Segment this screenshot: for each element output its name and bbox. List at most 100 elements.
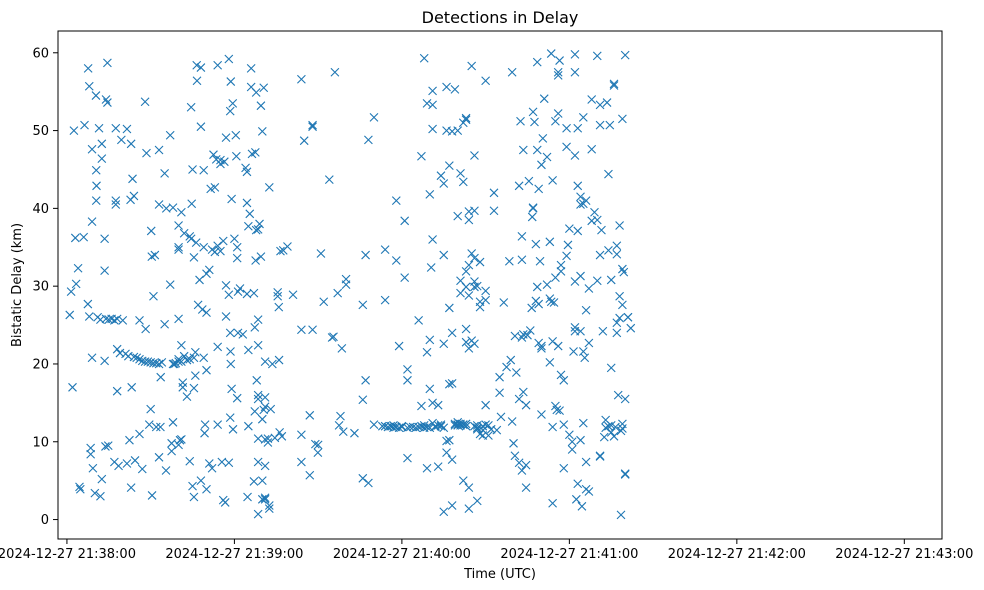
data-point <box>584 338 594 348</box>
data-point <box>101 95 111 104</box>
data-point <box>422 463 432 473</box>
data-point <box>578 112 588 122</box>
data-point <box>592 51 602 61</box>
data-point <box>559 420 569 430</box>
data-point <box>470 206 479 216</box>
data-point <box>439 179 449 188</box>
data-point <box>599 432 609 442</box>
data-point <box>573 123 583 133</box>
data-point <box>425 384 435 394</box>
data-point <box>464 344 474 353</box>
data-point <box>308 120 317 130</box>
data-point <box>553 341 563 351</box>
data-point <box>204 265 214 275</box>
data-point <box>464 291 474 300</box>
data-point <box>576 271 585 281</box>
data-point <box>308 325 317 335</box>
data-point <box>605 120 615 130</box>
y-tick-label-6: 60 <box>32 46 49 61</box>
data-point <box>146 226 156 236</box>
data-point <box>369 420 379 430</box>
data-point <box>196 122 206 132</box>
data-point <box>615 221 624 230</box>
plot-frame <box>57 30 943 540</box>
data-point <box>126 139 136 149</box>
data-point <box>224 290 234 300</box>
data-point <box>464 504 474 514</box>
data-point <box>143 357 153 367</box>
data-point <box>361 375 370 385</box>
data-point <box>186 102 196 112</box>
data-point <box>171 358 181 368</box>
data-point <box>564 224 574 233</box>
data-point <box>537 344 546 353</box>
y-tick-label-4: 40 <box>32 202 49 217</box>
data-point <box>564 430 574 440</box>
data-point <box>620 50 630 60</box>
data-point <box>341 274 351 284</box>
data-point <box>220 498 230 507</box>
data-point <box>456 168 465 178</box>
data-point <box>260 393 270 402</box>
data-point <box>548 498 558 508</box>
data-point <box>167 438 176 448</box>
data-point <box>324 175 334 184</box>
data-point <box>238 330 248 339</box>
data-point <box>156 372 166 382</box>
data-point <box>461 324 471 334</box>
data-point <box>590 207 599 217</box>
data-point <box>140 97 150 107</box>
data-point <box>135 316 144 325</box>
data-point <box>573 226 583 236</box>
data-point <box>253 224 263 234</box>
data-point <box>532 282 542 292</box>
data-point <box>422 98 432 108</box>
data-point <box>555 56 564 65</box>
data-point <box>337 344 347 353</box>
data-point <box>507 67 517 77</box>
data-point <box>313 440 323 450</box>
data-point <box>112 386 122 396</box>
data-point <box>539 94 549 104</box>
data-point <box>439 423 449 433</box>
data-point <box>537 410 546 419</box>
data-point <box>542 152 552 162</box>
data-point <box>150 250 160 260</box>
data-point <box>442 448 451 458</box>
data-point <box>199 353 209 363</box>
data-point <box>288 290 298 300</box>
data-point <box>581 196 591 205</box>
data-point <box>453 126 463 135</box>
data-point <box>620 469 630 479</box>
data-point <box>358 395 368 405</box>
data-point <box>576 192 585 202</box>
data-point <box>562 123 571 133</box>
data-point <box>556 370 566 380</box>
data-point <box>213 420 223 430</box>
data-point <box>444 435 454 445</box>
data-point <box>333 288 343 298</box>
data-point <box>394 423 404 433</box>
data-point <box>100 234 110 244</box>
x-tick-label-0: 2024-12-27 21:38:00 <box>0 547 136 562</box>
data-point <box>606 428 616 437</box>
data-point <box>196 476 206 486</box>
data-point <box>125 435 134 445</box>
data-point <box>428 100 437 110</box>
data-point <box>97 474 107 484</box>
data-point <box>464 260 474 270</box>
data-point <box>581 457 591 467</box>
data-point <box>506 355 516 365</box>
data-point <box>403 453 412 463</box>
data-point <box>122 124 132 134</box>
data-point <box>235 284 245 293</box>
data-point <box>160 319 170 329</box>
data-point <box>475 257 485 267</box>
data-point <box>391 256 401 265</box>
data-point <box>188 481 197 491</box>
data-point <box>531 239 541 249</box>
data-point <box>103 98 112 107</box>
data-point <box>216 159 225 169</box>
data-point <box>517 333 527 342</box>
data-point <box>255 219 264 229</box>
